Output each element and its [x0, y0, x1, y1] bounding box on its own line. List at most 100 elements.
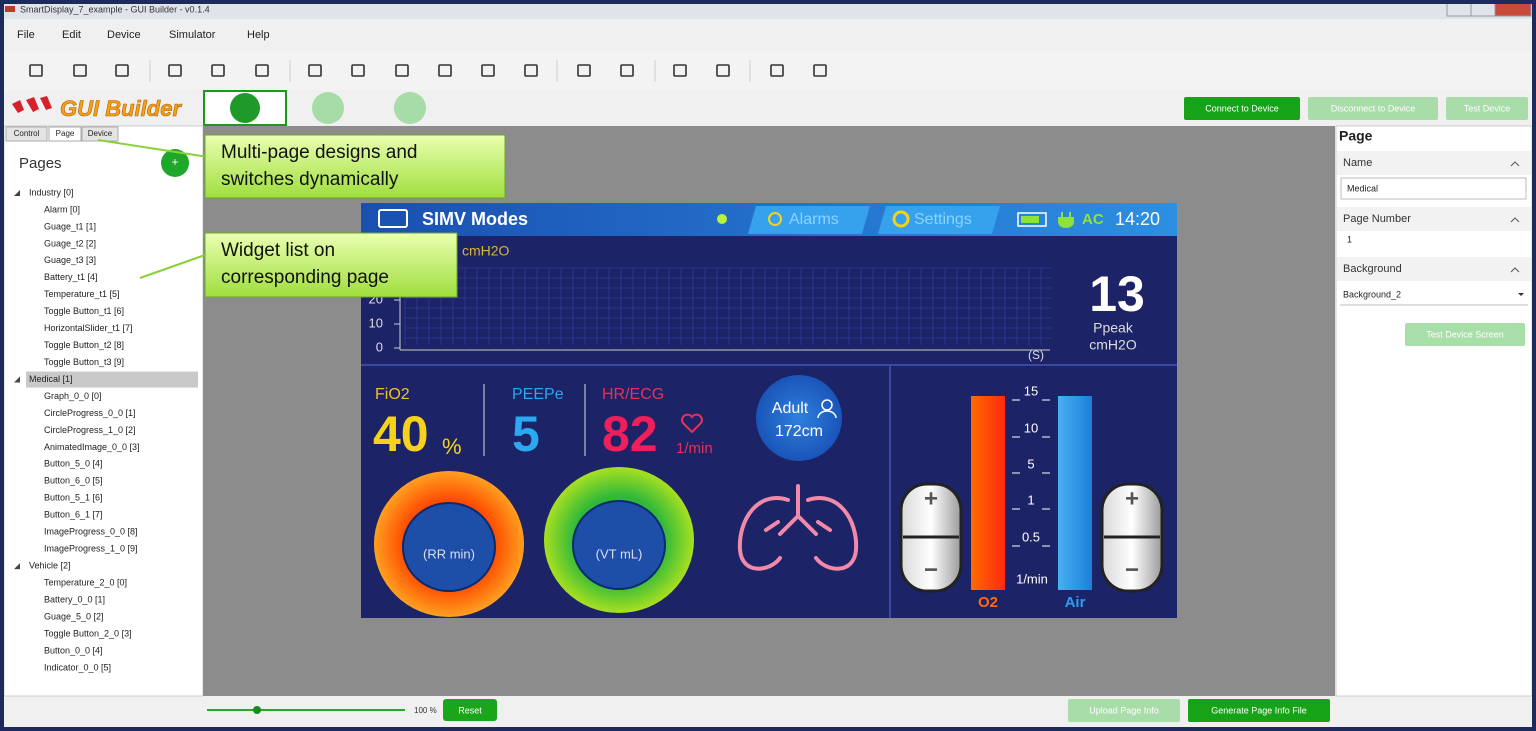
section-header [1337, 257, 1531, 281]
settings-label: Settings [914, 211, 972, 228]
tool-button[interactable] [29, 64, 43, 77]
panel-tab-label: Control [14, 129, 40, 138]
widget-node[interactable]: Guage_5_0 [2] [44, 611, 104, 621]
graph-x-label: (S) [1028, 348, 1044, 362]
widget-node[interactable]: Guage_t1 [1] [44, 221, 96, 231]
widget-node[interactable]: Battery_t1 [4] [44, 272, 98, 282]
settings-mode-icon[interactable] [394, 92, 426, 124]
widget-node[interactable]: Button_6_1 [7] [44, 510, 103, 520]
widget-node[interactable]: Button_0_0 [4] [44, 645, 103, 655]
page-node[interactable]: Medical [1] [29, 374, 73, 384]
menu-item[interactable]: Device [107, 29, 141, 41]
tool-button[interactable] [524, 64, 538, 77]
widget-node[interactable]: Alarm [0] [44, 204, 80, 214]
widget-node[interactable]: HorizontalSlider_t1 [7] [44, 323, 133, 333]
increase-icon: + [1125, 485, 1139, 512]
device-button[interactable] [1446, 97, 1528, 120]
panel-tab[interactable] [5, 126, 48, 142]
widget-node[interactable]: AnimatedImage_0_0 [3] [44, 442, 140, 452]
expand-arrow[interactable] [14, 563, 20, 570]
list-mode-icon[interactable] [312, 92, 344, 124]
collapse-icons[interactable] [1510, 161, 1520, 273]
widget-node[interactable]: Toggle Button_t2 [8] [44, 340, 124, 350]
widget-node[interactable]: Toggle Button_t3 [9] [44, 357, 124, 367]
tool-button[interactable] [255, 64, 269, 77]
tool-button[interactable] [620, 64, 634, 77]
alarms-label: Alarms [789, 211, 839, 228]
plug-icon [1058, 212, 1074, 228]
name-input[interactable] [1340, 177, 1527, 200]
page-mode-icon[interactable] [230, 93, 260, 123]
menu-item[interactable]: Help [247, 29, 270, 41]
widget-node[interactable]: CircleProgress_1_0 [2] [44, 425, 136, 435]
minimize-button[interactable] [1446, 2, 1472, 17]
tool-button[interactable] [673, 64, 687, 77]
device-button-label: Connect to Device [1205, 103, 1279, 113]
patient-type: Adult [772, 400, 809, 417]
callout-text: Widget list on [221, 240, 335, 261]
flow-scale-label: 15 [1024, 383, 1038, 398]
dropdown-arrow[interactable] [1518, 293, 1524, 296]
widget-node[interactable]: CircleProgress_0_0 [1] [44, 408, 136, 418]
tool-button[interactable] [211, 64, 225, 77]
close-button[interactable] [1494, 2, 1532, 17]
menu-item[interactable]: File [17, 29, 35, 41]
fio2-value: 40 [373, 406, 429, 462]
background-value: Background_2 [1343, 289, 1401, 299]
tool-button[interactable] [395, 64, 409, 77]
tool-button[interactable] [481, 64, 495, 77]
expand-arrow[interactable] [14, 190, 20, 196]
person-icon [821, 399, 833, 411]
tool-button[interactable] [168, 64, 182, 77]
add-page-button[interactable] [161, 149, 189, 177]
person-icon [817, 410, 837, 419]
patient-badge[interactable] [756, 375, 842, 461]
widget-node[interactable]: Temperature_t1 [5] [44, 289, 120, 299]
tool-button[interactable] [73, 64, 87, 77]
background-label: Background [1343, 263, 1402, 275]
menu-item[interactable]: Edit [62, 29, 81, 41]
zoom-knob[interactable] [253, 706, 261, 714]
tool-button[interactable] [308, 64, 322, 77]
widget-node[interactable]: ImageProgress_1_0 [9] [44, 544, 138, 554]
callout-box [204, 232, 458, 298]
device-button[interactable] [1308, 97, 1438, 120]
widget-node[interactable]: Guage_t2 [2] [44, 238, 96, 248]
test-screen-button[interactable] [1405, 323, 1525, 346]
tool-button[interactable] [351, 64, 365, 77]
widget-node[interactable]: ImageProgress_0_0 [8] [44, 527, 138, 537]
reset-button[interactable] [443, 699, 497, 721]
page-number-label: Page Number [1343, 213, 1411, 225]
tool-button[interactable] [770, 64, 784, 77]
power-label: AC [1082, 211, 1104, 228]
footer-button[interactable] [1188, 699, 1330, 722]
widget-node[interactable]: Battery_0_0 [1] [44, 594, 105, 604]
page-node[interactable]: Industry [0] [29, 187, 74, 197]
menu-item[interactable]: Simulator [169, 29, 216, 41]
widget-node[interactable]: Button_5_1 [6] [44, 493, 103, 503]
panel-tab[interactable] [48, 126, 82, 142]
settings-tab[interactable] [878, 206, 1000, 234]
tool-button[interactable] [813, 64, 827, 77]
widget-node[interactable]: Button_6_0 [5] [44, 476, 103, 486]
widget-node[interactable]: Graph_0_0 [0] [44, 391, 102, 401]
device-button[interactable] [1184, 97, 1300, 120]
tool-button[interactable] [438, 64, 452, 77]
widget-node[interactable]: Indicator_0_0 [5] [44, 662, 111, 672]
widget-node[interactable]: Button_5_0 [4] [44, 459, 103, 469]
tool-button[interactable] [716, 64, 730, 77]
hr-unit: 1/min [676, 440, 713, 457]
maximize-button[interactable] [1470, 2, 1496, 17]
footer-button[interactable] [1068, 699, 1180, 722]
selected-row [26, 371, 198, 388]
page-node[interactable]: Vehicle [2] [29, 560, 71, 570]
expand-arrow[interactable] [14, 376, 20, 383]
tool-button[interactable] [577, 64, 591, 77]
widget-node[interactable]: Temperature_2_0 [0] [44, 577, 127, 587]
rr-center [402, 502, 496, 592]
widget-node[interactable]: Guage_t3 [3] [44, 255, 96, 265]
widget-node[interactable]: Toggle Button_t1 [6] [44, 306, 124, 316]
widget-node[interactable]: Toggle Button_2_0 [3] [44, 628, 132, 638]
tool-button[interactable] [115, 64, 129, 77]
